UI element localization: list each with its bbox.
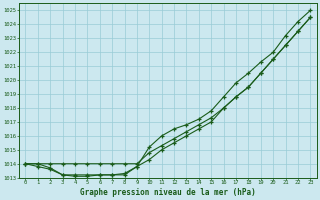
X-axis label: Graphe pression niveau de la mer (hPa): Graphe pression niveau de la mer (hPa) <box>80 188 256 197</box>
